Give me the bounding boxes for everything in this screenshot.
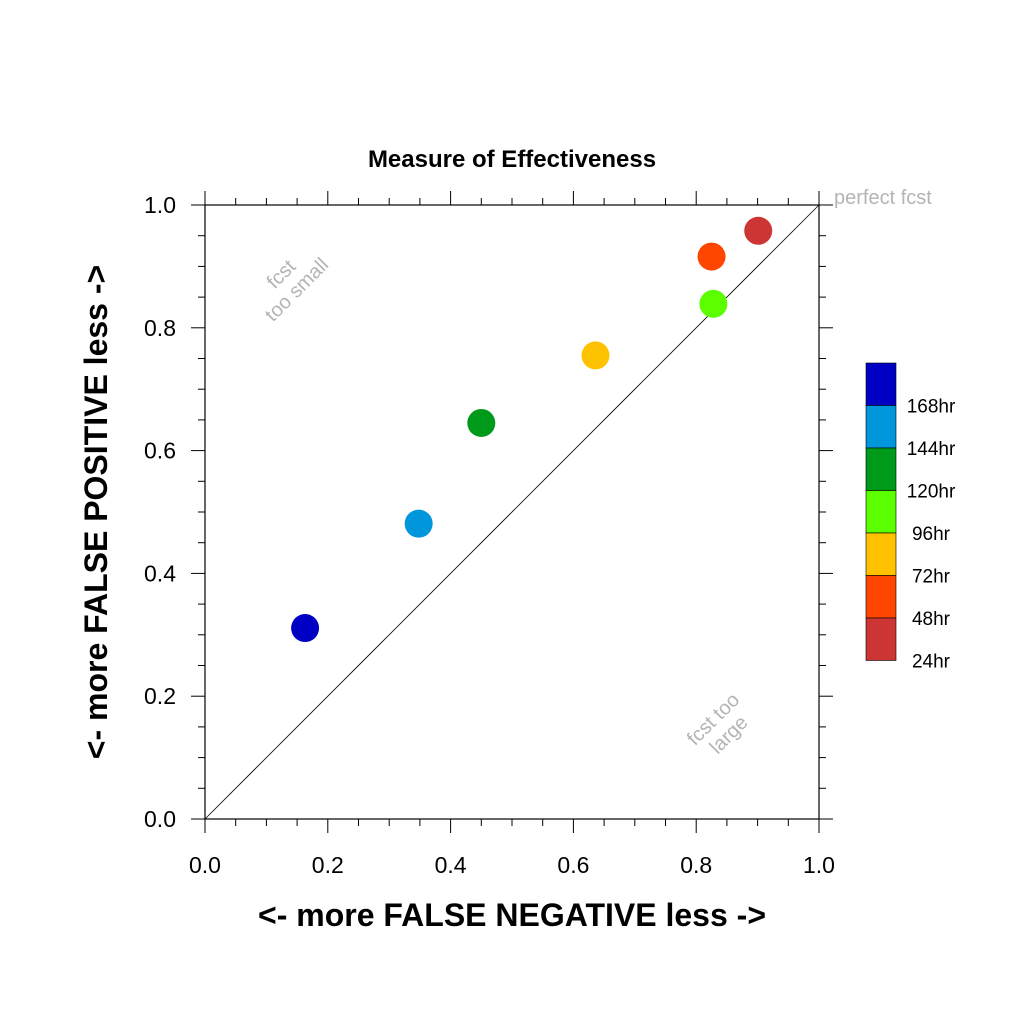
legend-swatch-48hr xyxy=(865,575,897,619)
legend-swatch-168hr xyxy=(865,362,897,406)
point-24hr xyxy=(744,216,773,245)
fcst-too-large-annotation: fcst too large xyxy=(683,689,753,759)
fcst-too-small-line-2: too small xyxy=(261,254,333,326)
y-tick-label: 0.2 xyxy=(144,683,176,709)
y-tick-label: 0.8 xyxy=(144,315,176,341)
point-144hr xyxy=(404,509,433,538)
legend-swatch-144hr xyxy=(865,405,897,449)
legend-label-168hr: 168hr xyxy=(907,396,956,417)
x-tick-label: 0.2 xyxy=(312,852,344,878)
plot-frame xyxy=(204,204,820,820)
perfect-fcst-annotation: perfect fcst xyxy=(834,187,932,209)
y-tick-label: 0.0 xyxy=(144,806,176,832)
y-tick-labels: 0.0 0.2 0.4 0.6 0.8 1.0 xyxy=(144,192,176,832)
legend-swatch-120hr xyxy=(865,447,897,491)
chart-title: Measure of Effectiveness xyxy=(368,146,656,173)
axis-ticks xyxy=(191,191,833,833)
point-72hr xyxy=(581,341,610,370)
x-tick-labels: 0.0 0.2 0.4 0.6 0.8 1.0 xyxy=(189,852,835,878)
legend-label-48hr: 48hr xyxy=(912,609,951,630)
y-tick-label: 0.4 xyxy=(144,560,176,586)
y-tick-label: 0.6 xyxy=(144,438,176,464)
x-tick-label: 0.6 xyxy=(557,852,589,878)
legend-swatch-72hr xyxy=(865,532,897,576)
fcst-too-small-annotation: fcst too small xyxy=(261,254,333,326)
point-48hr xyxy=(697,242,726,271)
legend-swatch-24hr xyxy=(865,617,897,661)
legend-label-144hr: 144hr xyxy=(907,439,956,460)
point-96hr xyxy=(699,289,728,318)
y-tick-label: 1.0 xyxy=(144,192,176,218)
x-tick-label: 0.4 xyxy=(435,852,467,878)
x-tick-label: 0.8 xyxy=(680,852,712,878)
legend: 168hr 144hr 120hr 96hr 72hr 48hr 24hr xyxy=(865,362,956,672)
y-axis-label: <- more FALSE POSITIVE less -> xyxy=(78,265,114,759)
legend-label-24hr: 24hr xyxy=(912,651,951,672)
data-points xyxy=(291,216,773,643)
legend-label-120hr: 120hr xyxy=(907,481,956,502)
point-120hr xyxy=(467,408,496,437)
x-tick-label: 1.0 xyxy=(803,852,835,878)
x-axis-label: <- more FALSE NEGATIVE less -> xyxy=(258,897,766,933)
point-168hr xyxy=(291,614,320,643)
legend-label-96hr: 96hr xyxy=(912,524,951,545)
legend-label-72hr: 72hr xyxy=(912,566,951,587)
legend-swatch-96hr xyxy=(865,490,897,534)
x-tick-label: 0.0 xyxy=(189,852,221,878)
